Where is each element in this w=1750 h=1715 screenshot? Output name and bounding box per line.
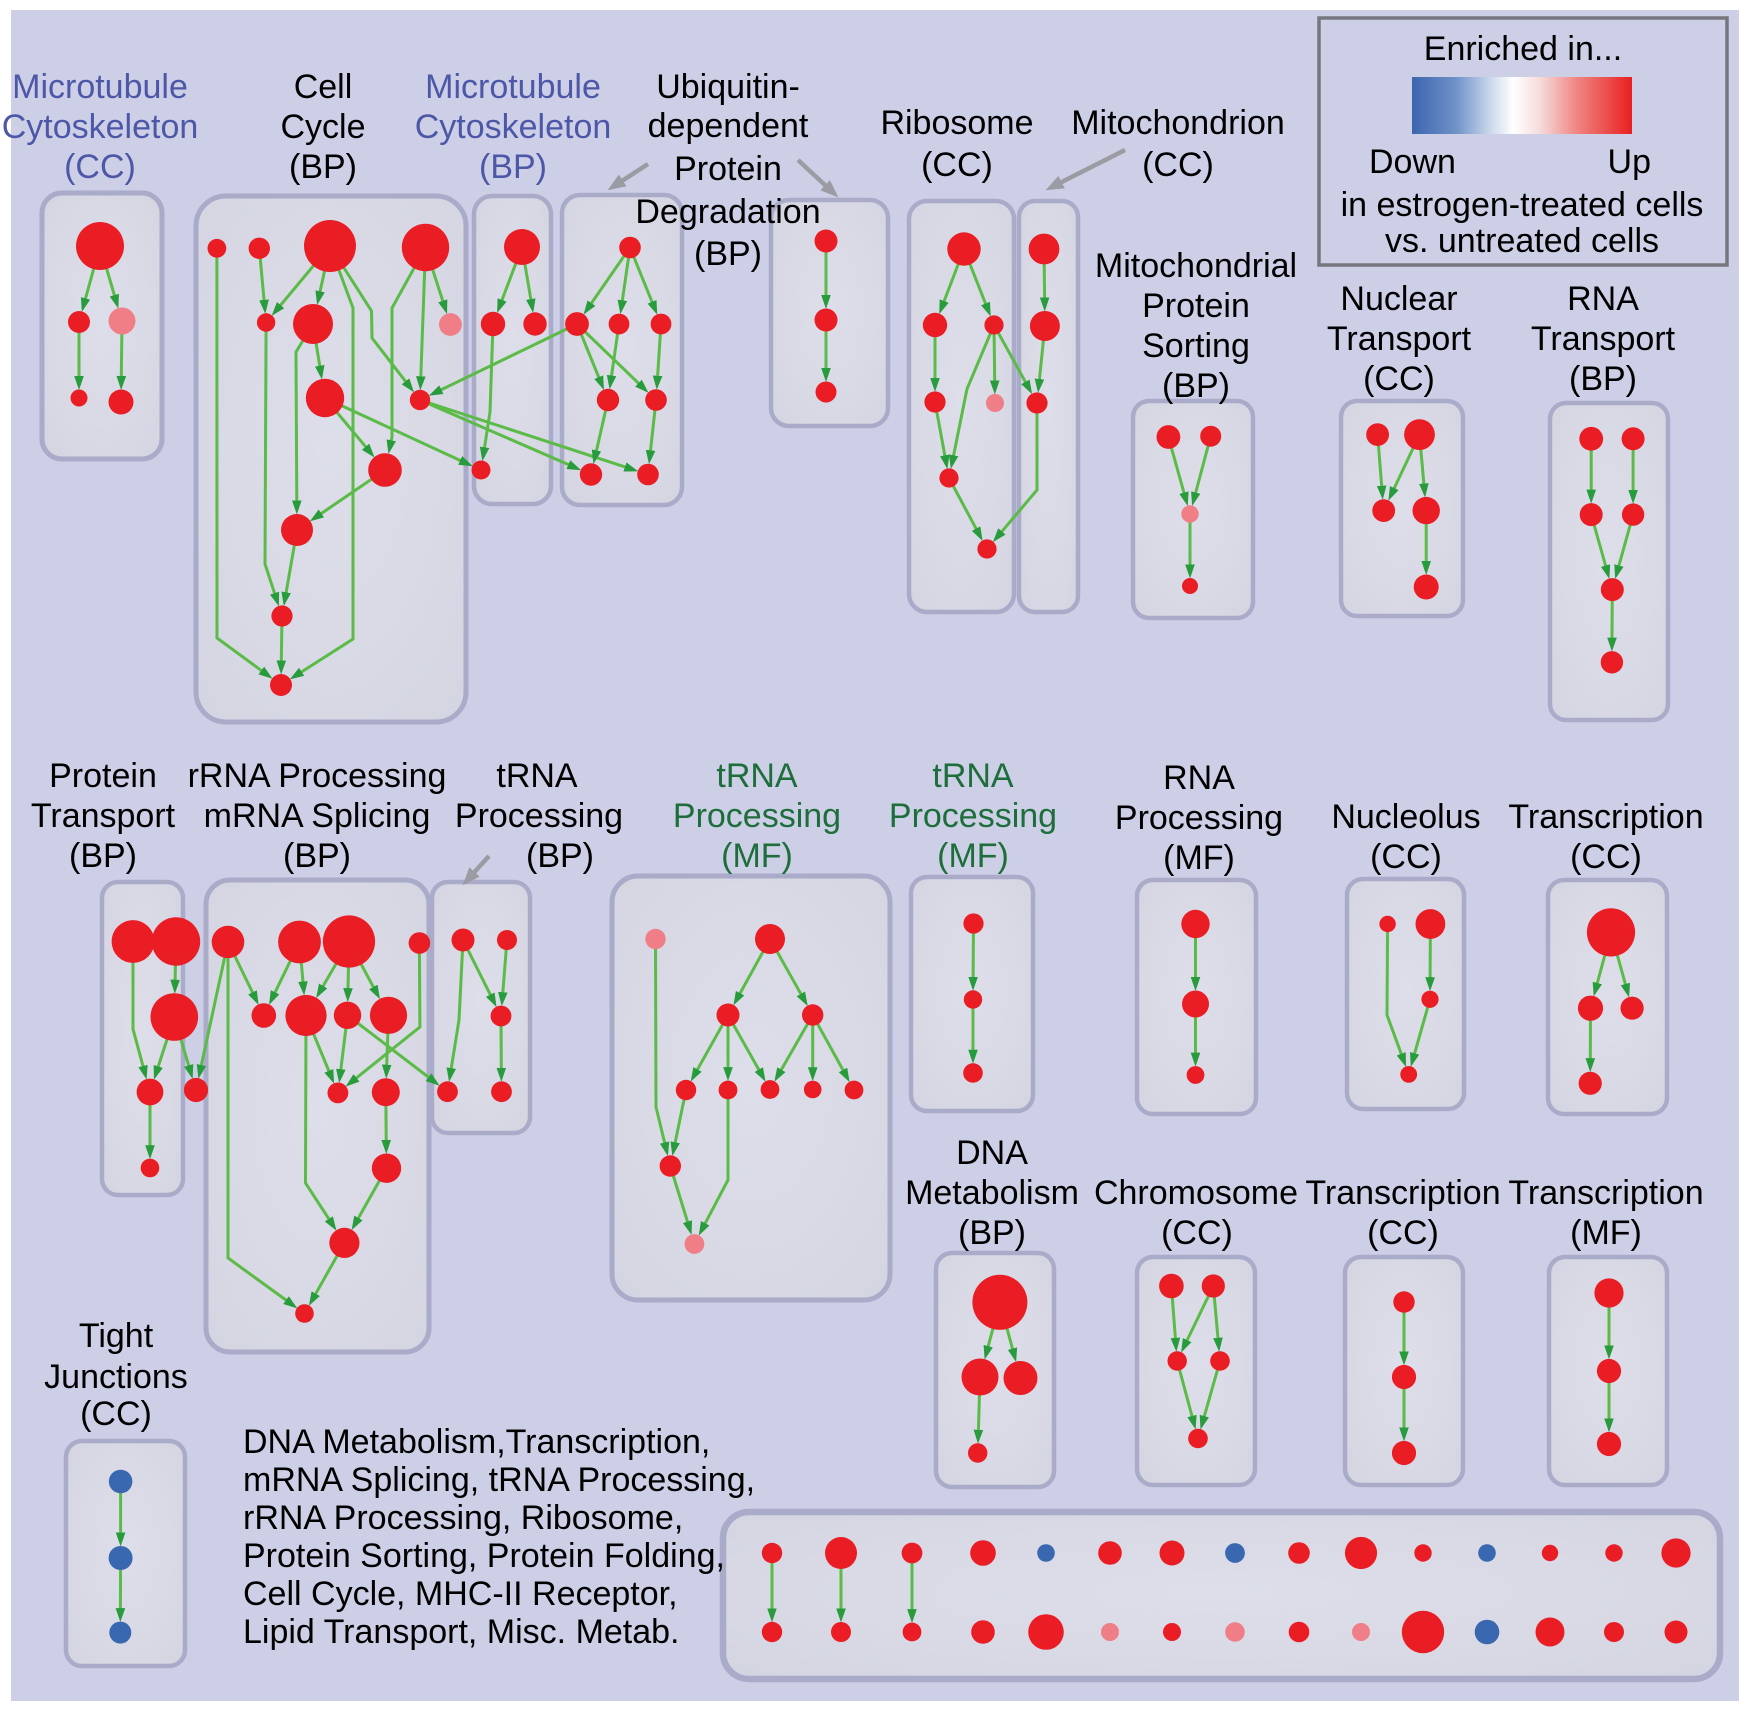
svg-text:Cell: Cell [294,68,353,106]
svg-text:RNA: RNA [1567,280,1639,318]
svg-text:mRNA Splicing: mRNA Splicing [204,797,431,835]
svg-text:RNA: RNA [1163,759,1235,797]
svg-text:(CC): (CC) [1363,360,1435,398]
svg-text:Protein: Protein [49,757,157,795]
svg-text:Cell Cycle, MHC-II Receptor,: Cell Cycle, MHC-II Receptor, [243,1575,678,1613]
svg-text:Degradation: Degradation [635,193,820,231]
svg-text:Ubiquitin-: Ubiquitin- [656,68,800,106]
svg-text:Processing: Processing [889,797,1057,835]
svg-text:Transport: Transport [31,797,176,835]
svg-text:Processing: Processing [673,797,841,835]
svg-text:Protein: Protein [1142,287,1250,325]
svg-text:(BP): (BP) [479,148,547,186]
svg-text:(BP): (BP) [69,837,137,875]
svg-text:Chromosome: Chromosome [1094,1174,1298,1212]
svg-text:Protein: Protein [674,150,782,188]
svg-text:in estrogen-treated cells: in estrogen-treated cells [1341,186,1704,224]
svg-text:Transport: Transport [1327,320,1472,358]
svg-text:Enriched in...: Enriched in... [1424,30,1622,68]
svg-text:(MF): (MF) [1163,839,1235,877]
svg-text:Down: Down [1369,143,1456,181]
svg-text:(BP): (BP) [289,148,357,186]
svg-text:Lipid Transport, Misc. Metab.: Lipid Transport, Misc. Metab. [243,1613,680,1651]
svg-text:(CC): (CC) [921,146,993,184]
svg-text:DNA: DNA [956,1134,1028,1172]
svg-text:Metabolism: Metabolism [905,1174,1079,1212]
svg-text:Protein Sorting, Protein Foldi: Protein Sorting, Protein Folding, [243,1537,725,1575]
svg-text:Processing: Processing [1115,799,1283,837]
svg-text:Microtubule: Microtubule [12,68,188,106]
svg-text:Processing: Processing [455,797,623,835]
svg-text:Cycle: Cycle [280,108,365,146]
svg-text:Junctions: Junctions [44,1358,188,1396]
svg-text:(MF): (MF) [937,837,1009,875]
svg-text:tRNA: tRNA [932,757,1014,795]
svg-text:(CC): (CC) [1370,838,1442,876]
svg-text:Ribosome: Ribosome [880,104,1033,142]
svg-text:rRNA Processing, Ribosome,: rRNA Processing, Ribosome, [243,1499,683,1537]
svg-text:(MF): (MF) [721,837,793,875]
svg-text:Cytoskeleton: Cytoskeleton [2,108,199,146]
svg-text:dependent: dependent [648,107,809,145]
svg-text:Cytoskeleton: Cytoskeleton [415,108,612,146]
svg-text:rRNA Processing: rRNA Processing [188,757,447,795]
svg-text:Transcription: Transcription [1305,1174,1500,1212]
svg-text:(CC): (CC) [1142,146,1214,184]
svg-text:vs. untreated cells: vs. untreated cells [1385,222,1659,260]
svg-text:(CC): (CC) [1570,838,1642,876]
svg-text:Up: Up [1608,143,1651,181]
svg-text:Mitochondrion: Mitochondrion [1071,104,1285,142]
svg-text:(CC): (CC) [64,148,136,186]
svg-text:DNA Metabolism,Transcription,: DNA Metabolism,Transcription, [243,1423,710,1461]
svg-text:tRNA: tRNA [716,757,798,795]
svg-text:(BP): (BP) [1162,367,1230,405]
svg-text:(BP): (BP) [1569,360,1637,398]
svg-text:mRNA Splicing, tRNA Processing: mRNA Splicing, tRNA Processing, [243,1461,755,1499]
svg-text:(BP): (BP) [694,235,762,273]
svg-text:(MF): (MF) [1570,1214,1642,1252]
svg-text:Microtubule: Microtubule [425,68,601,106]
svg-text:tRNA: tRNA [496,757,578,795]
svg-text:Transport: Transport [1531,320,1676,358]
svg-text:Mitochondrial: Mitochondrial [1095,247,1297,285]
svg-text:Tight: Tight [79,1317,154,1355]
svg-text:(BP): (BP) [958,1214,1026,1252]
svg-text:(CC): (CC) [80,1395,152,1433]
svg-text:Transcription: Transcription [1508,798,1703,836]
svg-text:Transcription: Transcription [1508,1174,1703,1212]
svg-text:(BP): (BP) [526,837,594,875]
svg-text:(CC): (CC) [1367,1214,1439,1252]
svg-text:Nuclear: Nuclear [1340,280,1457,318]
svg-text:Sorting: Sorting [1142,327,1250,365]
svg-text:Nucleolus: Nucleolus [1331,798,1480,836]
svg-text:(CC): (CC) [1161,1214,1233,1252]
svg-text:(BP): (BP) [283,837,351,875]
